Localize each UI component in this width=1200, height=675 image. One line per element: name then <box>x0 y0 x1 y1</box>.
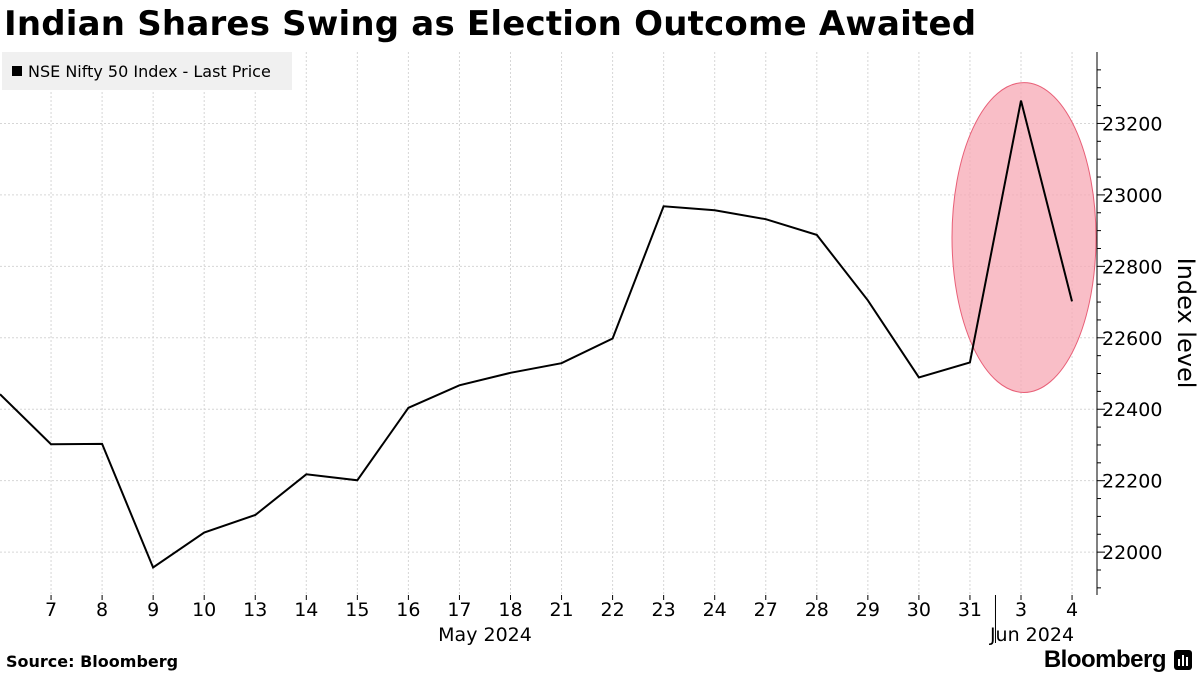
y-tick-label: 23200 <box>1102 113 1162 135</box>
x-tick-label: 24 <box>703 599 727 621</box>
x-tick-label: 28 <box>805 599 829 621</box>
annotation-layer <box>951 82 1097 393</box>
source-note: Source: Bloomberg <box>6 652 179 671</box>
y-tick-label: 23000 <box>1102 185 1162 207</box>
legend-label: NSE Nifty 50 Index - Last Price <box>28 62 271 81</box>
x-tick-label: 22 <box>601 599 625 621</box>
x-tick-label: 16 <box>396 599 420 621</box>
y-tick-label: 22000 <box>1102 542 1162 564</box>
x-tick-label: 23 <box>652 599 676 621</box>
x-tick-label: 9 <box>147 599 159 621</box>
gridlines <box>0 52 1097 595</box>
x-tick-label: 10 <box>192 599 216 621</box>
legend: NSE Nifty 50 Index - Last Price <box>2 52 292 90</box>
x-group-label-may: May 2024 <box>438 624 532 646</box>
x-tick-label: 14 <box>294 599 318 621</box>
x-tick-label: 29 <box>856 599 880 621</box>
bloomberg-terminal-icon <box>1174 650 1192 670</box>
y-tick-label: 22800 <box>1102 256 1162 278</box>
x-tick-label: 31 <box>958 599 982 621</box>
bloomberg-logo: Bloomberg <box>1043 646 1167 673</box>
x-group-label-jun: Jun 2024 <box>989 624 1074 646</box>
x-tick-label: 8 <box>96 599 108 621</box>
chart-title: Indian Shares Swing as Election Outcome … <box>4 4 977 44</box>
x-tick-label: 7 <box>45 599 57 621</box>
x-tick-label: 15 <box>345 599 369 621</box>
x-tick-label: 30 <box>907 599 931 621</box>
legend-box <box>2 52 292 90</box>
legend-swatch <box>12 66 22 76</box>
y-axis-title: Index level <box>1172 258 1200 389</box>
x-tick-label: 4 <box>1066 599 1078 621</box>
y-tick-label: 22200 <box>1102 471 1162 493</box>
x-tick-label: 17 <box>447 599 471 621</box>
series-layer <box>0 100 1073 570</box>
y-tick-label: 22400 <box>1102 399 1162 421</box>
x-tick-label: 18 <box>498 599 522 621</box>
x-tick-label: 13 <box>243 599 267 621</box>
highlight-ellipse <box>951 82 1097 393</box>
axes-layer: 22000 22200 22400 22600 22800 23000 23200 Index… <box>45 52 1200 646</box>
y-tick-label: 22600 <box>1102 328 1162 350</box>
x-tick-label: 27 <box>754 599 778 621</box>
x-tick-label: 3 <box>1015 599 1027 621</box>
nifty-price-line <box>0 100 1073 570</box>
x-tick-label: 21 <box>549 599 573 621</box>
